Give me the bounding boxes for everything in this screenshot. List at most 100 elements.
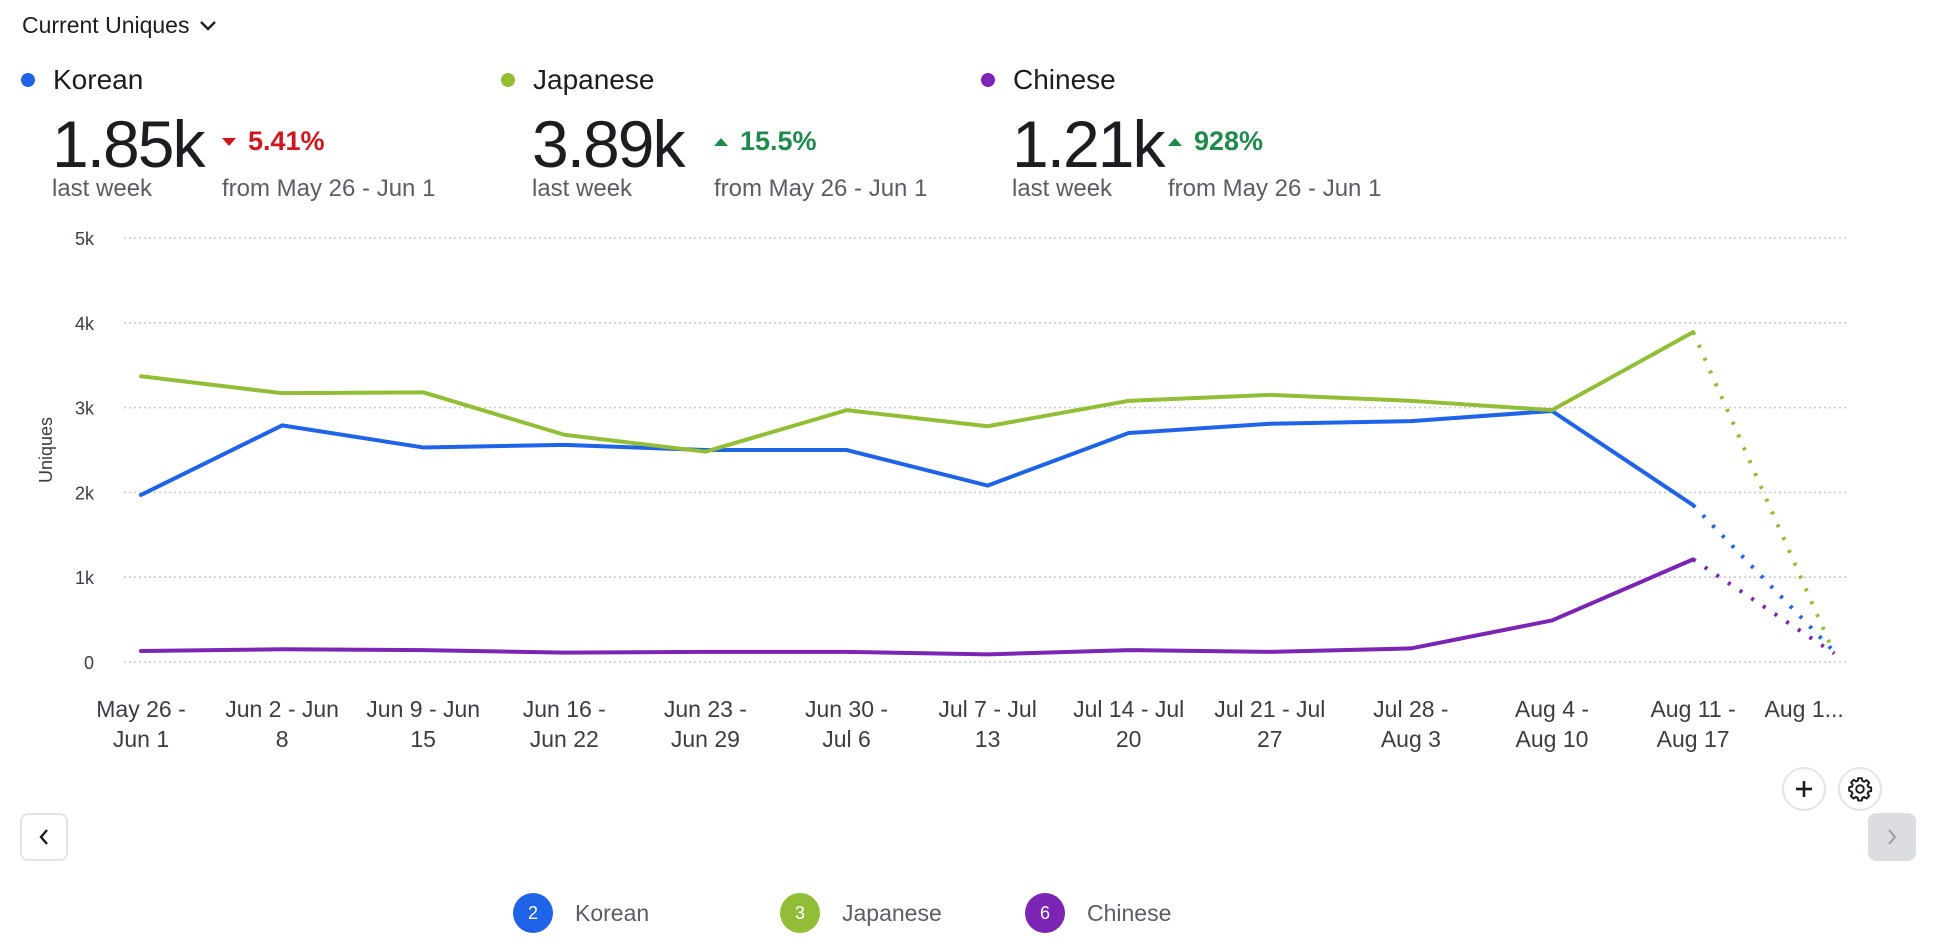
x-tick-label-line: Jun 16 -: [523, 696, 606, 722]
x-tick-label-line: Jul 14 - Jul: [1073, 696, 1184, 722]
x-tick-label: Jul 14 - Jul 20: [1073, 696, 1184, 752]
chevron-right-icon: [1888, 829, 1897, 845]
metric-selector[interactable]: Current Uniques: [22, 12, 217, 39]
line-chart: 0 1k 2k 3k 4k 5k Uniques May 26 - Jun 1 Jun 2 -…: [36, 229, 1846, 752]
legend-badge: 6: [1025, 893, 1065, 933]
series-color-dot: [981, 73, 995, 87]
kpi-chinese: Chinese 1.21k 928% last week from May 26…: [960, 60, 1400, 202]
kpi-value-caption: last week: [532, 175, 633, 202]
chevron-down-icon: [200, 20, 217, 31]
legend-item-japanese[interactable]: 3 Japanese: [780, 893, 942, 933]
change-direction-icon: [1168, 137, 1182, 146]
kpi-change-caption: from May 26 - Jun 1: [714, 175, 928, 202]
y-axis-label: Uniques: [36, 417, 56, 483]
legend-item-chinese[interactable]: 6 Chinese: [1025, 893, 1171, 933]
legend-item-korean[interactable]: 2 Korean: [513, 893, 649, 933]
x-tick-label-line: Aug 17: [1657, 726, 1730, 752]
legend-label: Japanese: [842, 899, 942, 926]
kpi-series-name: Korean: [53, 64, 144, 95]
kpi-series-name: Chinese: [1013, 64, 1116, 95]
x-tick-label: Aug 1...: [1765, 696, 1844, 722]
kpi-change-value: 5.41%: [248, 126, 325, 156]
kpi-change: 15.5%: [714, 126, 817, 157]
x-tick-label-line: 15: [410, 726, 436, 752]
kpi-change: 5.41%: [222, 126, 325, 157]
x-tick-label-line: 13: [975, 726, 1001, 752]
chevron-left-icon: [39, 829, 48, 845]
series-line-korean: [139, 408, 1696, 508]
series-incomplete-segment-chinese: [1691, 557, 1836, 656]
series-line-japanese: [139, 330, 1696, 454]
series-line-chinese: [139, 557, 1696, 657]
x-tick-label-line: Aug 10: [1516, 726, 1589, 752]
y-tick-label: 4k: [75, 314, 95, 334]
legend-badge: 3: [780, 893, 820, 933]
kpi-change-value: 928%: [1194, 126, 1264, 156]
x-tick-label-line: Jul 21 - Jul: [1214, 696, 1325, 722]
change-direction-icon: [714, 137, 728, 146]
x-tick-label: Jun 16 - Jun 22: [523, 696, 606, 752]
x-tick-label-line: 20: [1116, 726, 1142, 752]
kpi-value-caption: last week: [52, 175, 153, 202]
previous-page-button[interactable]: [20, 813, 68, 861]
kpi-change-value: 15.5%: [740, 126, 817, 156]
y-axis-ticks: 0 1k 2k 3k 4k 5k: [75, 229, 95, 673]
x-tick-label-line: Jun 23 -: [664, 696, 747, 722]
x-tick-label-line: Jun 30 -: [805, 696, 888, 722]
x-tick-label: Aug 4 - Aug 10: [1515, 696, 1589, 752]
gear-icon: [1848, 777, 1873, 802]
metric-selector-label: Current Uniques: [22, 12, 190, 38]
kpi-change-caption: from May 26 - Jun 1: [1168, 175, 1382, 202]
x-tick-label: Jul 28 - Aug 3: [1373, 696, 1448, 752]
kpi-change: 928%: [1168, 126, 1263, 157]
x-tick-label-line: 8: [276, 726, 289, 752]
series-color-dot: [501, 73, 515, 87]
y-tick-label: 1k: [75, 568, 95, 588]
series-color-dot: [21, 73, 35, 87]
x-tick-label-line: Jun 1: [113, 726, 169, 752]
x-tick-label-line: Jul 6: [822, 726, 871, 752]
kpi-change-caption: from May 26 - Jun 1: [222, 175, 436, 202]
x-tick-label-line: Jun 9 - Jun: [366, 696, 480, 722]
legend-badge: 2: [513, 893, 553, 933]
x-tick-label-line: Jun 22: [530, 726, 599, 752]
x-tick-label-line: Aug 1...: [1765, 696, 1844, 722]
x-tick-label-line: Aug 4 -: [1515, 696, 1589, 722]
settings-button[interactable]: [1838, 767, 1882, 811]
kpi-series-name: Japanese: [533, 64, 655, 95]
x-tick-label-line: Jul 7 - Jul: [938, 696, 1036, 722]
kpi-value: 1.21k: [1012, 107, 1165, 181]
y-tick-label: 5k: [75, 229, 95, 249]
x-tick-label: Aug 11 - Aug 17: [1650, 696, 1735, 752]
legend-label: Chinese: [1087, 899, 1172, 926]
x-tick-label-line: 27: [1257, 726, 1283, 752]
legend-label: Korean: [575, 899, 650, 926]
x-tick-label: Jun 23 - Jun 29: [664, 696, 747, 752]
gridlines: [124, 237, 1846, 663]
x-tick-label: Jun 30 - Jul 6: [805, 696, 888, 752]
x-tick-label: Jun 2 - Jun 8: [225, 696, 339, 752]
x-tick-label: Jun 9 - Jun 15: [366, 696, 480, 752]
x-tick-label-line: Jun 29: [671, 726, 740, 752]
series-incomplete-segment-japanese: [1691, 331, 1837, 655]
next-page-button[interactable]: [1868, 813, 1916, 861]
kpi-japanese: Japanese 3.89k 15.5% last week from May …: [480, 60, 927, 202]
x-tick-label-line: Aug 3: [1381, 726, 1441, 752]
x-tick-label: May 26 - Jun 1: [96, 696, 185, 752]
y-tick-label: 2k: [75, 483, 95, 503]
x-tick-label-line: Aug 11 -: [1650, 696, 1735, 722]
y-tick-label: 3k: [75, 399, 95, 419]
add-button[interactable]: [1782, 767, 1826, 811]
kpi-korean: Korean 1.85k 5.41% last week from May 26…: [0, 60, 440, 202]
x-tick-label-line: May 26 -: [96, 696, 185, 722]
change-direction-icon: [222, 137, 236, 146]
x-tick-label-line: Jun 2 - Jun: [225, 696, 339, 722]
series-incomplete-segment-korean: [1691, 503, 1836, 654]
series-lines: [139, 330, 1837, 657]
y-tick-label: 0: [84, 653, 94, 673]
kpi-value: 3.89k: [532, 107, 685, 181]
x-tick-label: Jul 7 - Jul 13: [938, 696, 1036, 752]
x-tick-label: Jul 21 - Jul 27: [1214, 696, 1325, 752]
kpi-value: 1.85k: [52, 107, 205, 181]
